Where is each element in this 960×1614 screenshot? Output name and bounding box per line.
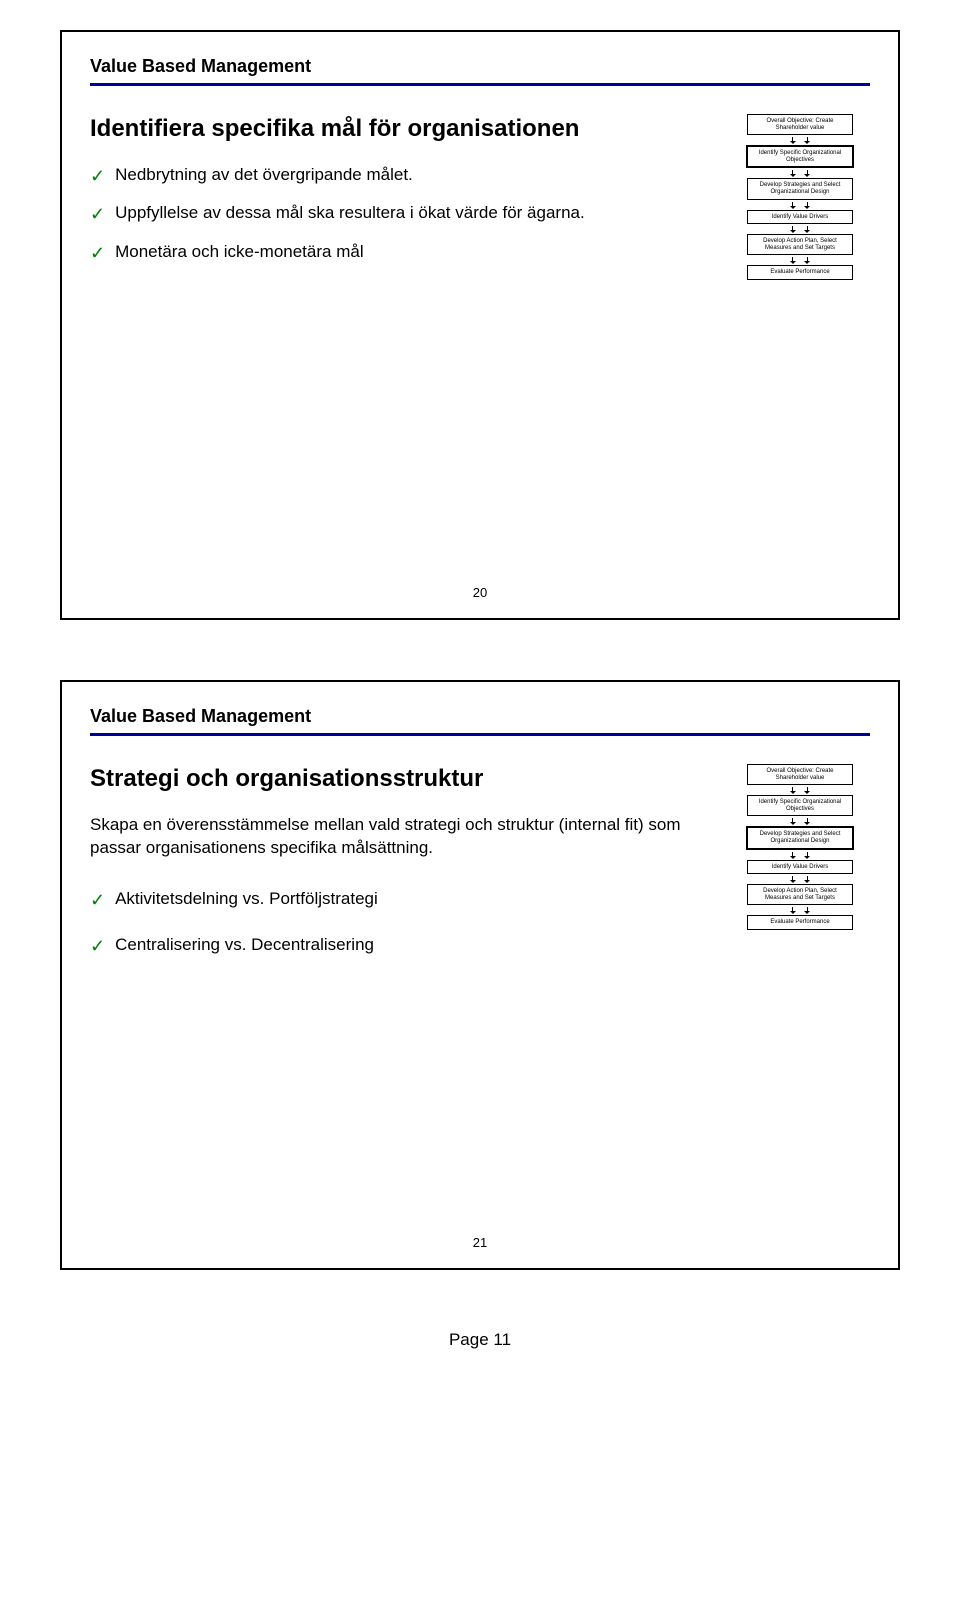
flowchart-connector: [792, 226, 808, 232]
slide-number: 20: [62, 585, 898, 600]
slide-1: Value Based Management Identifiera speci…: [60, 30, 900, 620]
flowchart-box: Evaluate Performance: [747, 265, 853, 280]
content-row: Strategi och organisationsstruktur Skapa…: [90, 764, 870, 972]
flowchart-box: Identify Specific Organizational Objecti…: [746, 145, 854, 168]
content-left: Identifiera specifika mål för organisati…: [90, 114, 710, 280]
flowchart-box: Overall Objective: Create Shareholder va…: [747, 764, 853, 785]
check-item-text: Nedbrytning av det övergripande målet.: [115, 164, 413, 187]
content-row: Identifiera specifika mål för organisati…: [90, 114, 870, 280]
page-footer: Page 11: [0, 1330, 960, 1350]
header-divider: [90, 733, 870, 736]
check-item: ✓ Centralisering vs. Decentralisering: [90, 934, 710, 958]
header-divider: [90, 83, 870, 86]
flowchart-connector: [792, 818, 808, 824]
flowchart-connector: [792, 257, 808, 263]
flowchart-box: Develop Strategies and Select Organizati…: [746, 826, 854, 849]
flowchart-box: Develop Action Plan, Select Measures and…: [747, 884, 853, 905]
check-item: ✓ Aktivitetsdelning vs. Portföljstrategi: [90, 888, 710, 912]
flowchart-box: Evaluate Performance: [747, 915, 853, 930]
flowchart-connector: [792, 170, 808, 176]
flowchart-box: Develop Action Plan, Select Measures and…: [747, 234, 853, 255]
flowchart: Overall Objective: Create Shareholder va…: [730, 764, 870, 930]
checkmark-icon: ✓: [90, 241, 105, 265]
flowchart-box: Identify Specific Organizational Objecti…: [747, 795, 853, 816]
checkmark-icon: ✓: [90, 934, 105, 958]
flowchart-connector: [792, 137, 808, 143]
flowchart-connector: [792, 787, 808, 793]
flowchart-box: Identify Value Drivers: [747, 860, 853, 875]
flowchart-box: Overall Objective: Create Shareholder va…: [747, 114, 853, 135]
check-item-text: Centralisering vs. Decentralisering: [115, 934, 374, 957]
slide-title: Strategi och organisationsstruktur: [90, 764, 710, 794]
slide-header: Value Based Management: [90, 56, 870, 77]
flowchart-connector: [792, 202, 808, 208]
flowchart: Overall Objective: Create Shareholder va…: [730, 114, 870, 280]
content-left: Strategi och organisationsstruktur Skapa…: [90, 764, 710, 972]
checkmark-icon: ✓: [90, 888, 105, 912]
slide-title: Identifiera specifika mål för organisati…: [90, 114, 710, 144]
slide-2: Value Based Management Strategi och orga…: [60, 680, 900, 1270]
check-item-text: Aktivitetsdelning vs. Portföljstrategi: [115, 888, 378, 911]
check-item-text: Monetära och icke-monetära mål: [115, 241, 364, 264]
flowchart-box: Develop Strategies and Select Organizati…: [747, 178, 853, 199]
flowchart-container: Overall Objective: Create Shareholder va…: [730, 764, 870, 972]
check-item: ✓ Nedbrytning av det övergripande målet.: [90, 164, 710, 188]
flowchart-connector: [792, 907, 808, 913]
check-item-text: Uppfyllelse av dessa mål ska resultera i…: [115, 202, 585, 225]
checkmark-icon: ✓: [90, 202, 105, 226]
slide-header: Value Based Management: [90, 706, 870, 727]
check-item: ✓ Uppfyllelse av dessa mål ska resultera…: [90, 202, 710, 226]
check-item: ✓ Monetära och icke-monetära mål: [90, 241, 710, 265]
flowchart-connector: [792, 852, 808, 858]
checkmark-icon: ✓: [90, 164, 105, 188]
flowchart-container: Overall Objective: Create Shareholder va…: [730, 114, 870, 280]
flowchart-connector: [792, 876, 808, 882]
body-text: Skapa en överensstämmelse mellan vald st…: [90, 814, 710, 860]
slide-number: 21: [62, 1235, 898, 1250]
flowchart-box: Identify Value Drivers: [747, 210, 853, 225]
